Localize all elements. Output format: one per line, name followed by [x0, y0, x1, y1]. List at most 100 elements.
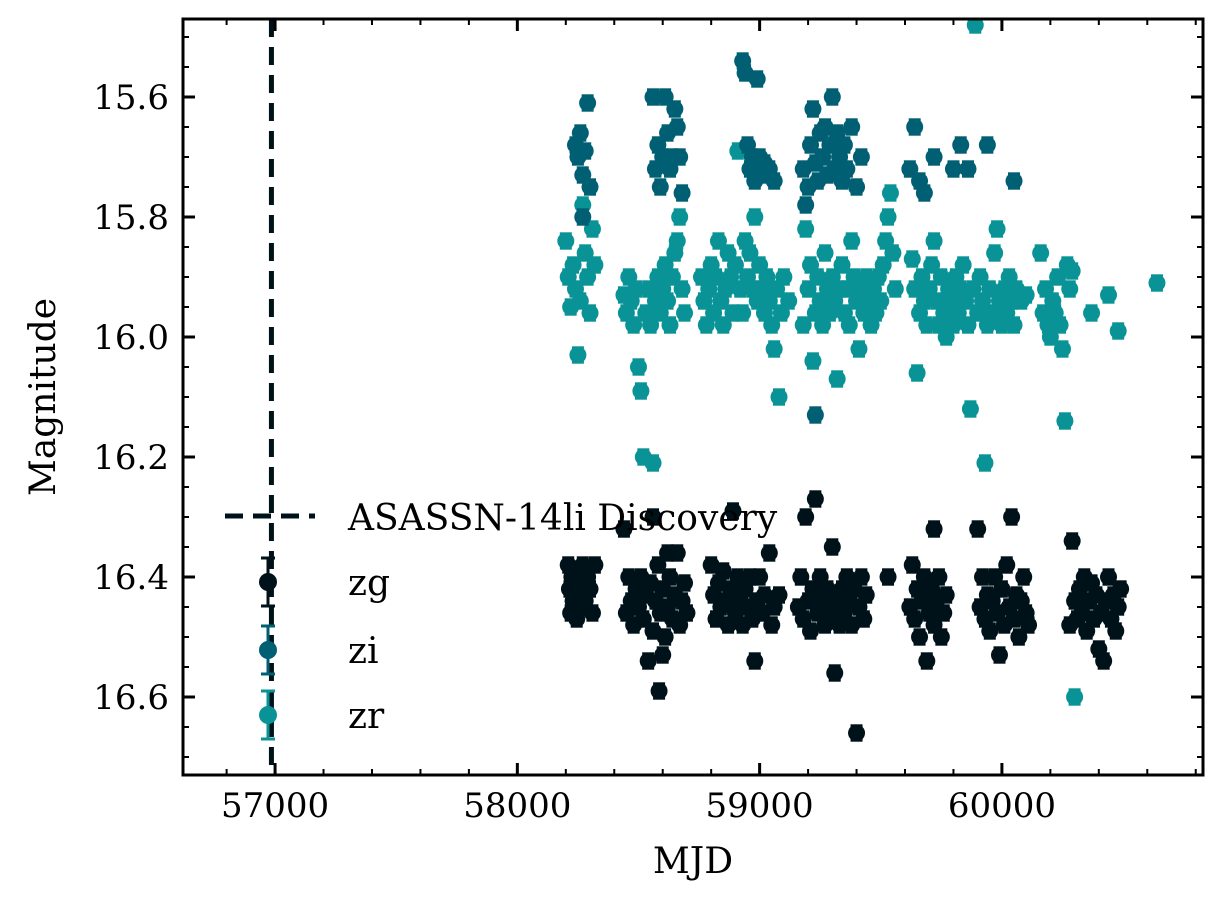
point-zr-0 [557, 232, 575, 250]
point-zr-176 [1100, 286, 1118, 304]
legend-label-zi: zi [348, 631, 378, 672]
point-zg-130 [990, 646, 1008, 664]
point-zi-8 [644, 88, 662, 106]
point-zr-61 [746, 208, 764, 226]
point-zg-15 [586, 556, 604, 574]
point-zi-45 [823, 88, 841, 106]
point-zg-119 [937, 586, 955, 604]
point-zg-117 [932, 628, 950, 646]
point-zi-11 [651, 178, 669, 196]
point-zg-131 [993, 580, 1011, 598]
point-zr-10 [581, 304, 599, 322]
point-zi-37 [804, 100, 822, 118]
point-zg-41 [676, 574, 694, 592]
point-zg-103 [879, 568, 897, 586]
point-zg-164 [1112, 580, 1130, 598]
legend-marker-zi [259, 624, 277, 676]
point-zr-38 [676, 304, 694, 322]
point-zr-149 [988, 220, 1006, 238]
series-zr [557, 19, 1166, 706]
point-zi-61 [944, 160, 962, 178]
point-zg-144 [1063, 532, 1081, 550]
point-zr-177 [1109, 322, 1127, 340]
point-zr-111 [881, 184, 899, 202]
y-tick-label: 16.6 [93, 678, 169, 718]
point-zg-89 [826, 664, 844, 682]
point-zr-107 [872, 292, 890, 310]
point-zr-98 [850, 340, 868, 358]
point-zr-56 [734, 304, 752, 322]
y-tick-label: 16.2 [93, 438, 169, 478]
point-zr-36 [671, 208, 689, 226]
legend-label-discovery: ASASSN-14li Discovery [347, 498, 778, 539]
series-zi [566, 52, 1023, 424]
point-zr-114 [903, 250, 921, 268]
point-zr-112 [884, 244, 902, 262]
point-zg-121 [969, 520, 987, 538]
point-zr-160 [1032, 244, 1050, 262]
point-zr-94 [840, 316, 858, 334]
point-zr-37 [673, 280, 691, 298]
point-zg-43 [650, 682, 668, 700]
point-zr-76 [797, 220, 815, 238]
point-zi-55 [806, 406, 824, 424]
point-zr-113 [886, 280, 904, 298]
point-zr-71 [770, 388, 788, 406]
point-zr-35 [668, 232, 686, 250]
point-zi-52 [843, 118, 861, 136]
point-zr-17 [625, 316, 643, 334]
point-zi-5 [579, 94, 597, 112]
point-zg-157 [1095, 652, 1113, 670]
point-zg-102 [857, 586, 875, 604]
data-layer [557, 19, 1166, 742]
point-zi-50 [835, 136, 853, 154]
point-zg-42 [678, 604, 696, 622]
y-tick-label: 16.4 [93, 558, 169, 598]
point-zi-4 [576, 142, 594, 160]
point-zr-91 [833, 256, 851, 274]
legend-marker-zg [259, 556, 277, 608]
x-tick-label: 59000 [706, 786, 814, 826]
point-zi-57 [906, 118, 924, 136]
point-zg-98 [848, 724, 866, 742]
point-zi-41 [814, 148, 832, 166]
point-zr-135 [954, 256, 972, 274]
point-zg-135 [1003, 508, 1021, 526]
point-zr-110 [879, 208, 897, 226]
point-zg-52 [714, 562, 732, 580]
point-zg-16 [615, 520, 633, 538]
point-zr-75 [794, 316, 812, 334]
point-zr-120 [918, 316, 936, 334]
point-zr-174 [1066, 688, 1084, 706]
point-zg-126 [981, 622, 999, 640]
point-zg-33 [656, 628, 674, 646]
point-zr-178 [1148, 274, 1166, 292]
point-zr-148 [986, 244, 1004, 262]
point-zr-31 [659, 292, 677, 310]
y-axis-label: Magnitude [23, 298, 64, 496]
point-zr-123 [925, 232, 943, 250]
point-zg-88 [823, 538, 841, 556]
point-zr-168 [1051, 316, 1069, 334]
point-zg-105 [903, 556, 921, 574]
point-zg-133 [998, 556, 1016, 574]
point-zr-156 [1005, 316, 1023, 334]
point-zi-27 [748, 70, 766, 88]
point-zg-106 [906, 610, 924, 628]
x-axis-label: MJD [653, 841, 733, 882]
plot-frame [181, 17, 1205, 777]
point-zg-44 [654, 646, 672, 664]
y-tick-label: 15.6 [93, 78, 169, 118]
point-zg-81 [806, 490, 824, 508]
y-tick-label: 15.8 [93, 198, 169, 238]
point-zg-108 [911, 628, 929, 646]
series-zg [559, 490, 1130, 742]
point-zg-142 [1020, 616, 1038, 634]
point-zg-111 [918, 652, 936, 670]
point-zr-53 [726, 256, 744, 274]
point-zr-79 [804, 352, 822, 370]
point-zr-173 [1063, 262, 1081, 280]
point-zr-144 [976, 454, 994, 472]
point-zg-45 [659, 544, 677, 562]
